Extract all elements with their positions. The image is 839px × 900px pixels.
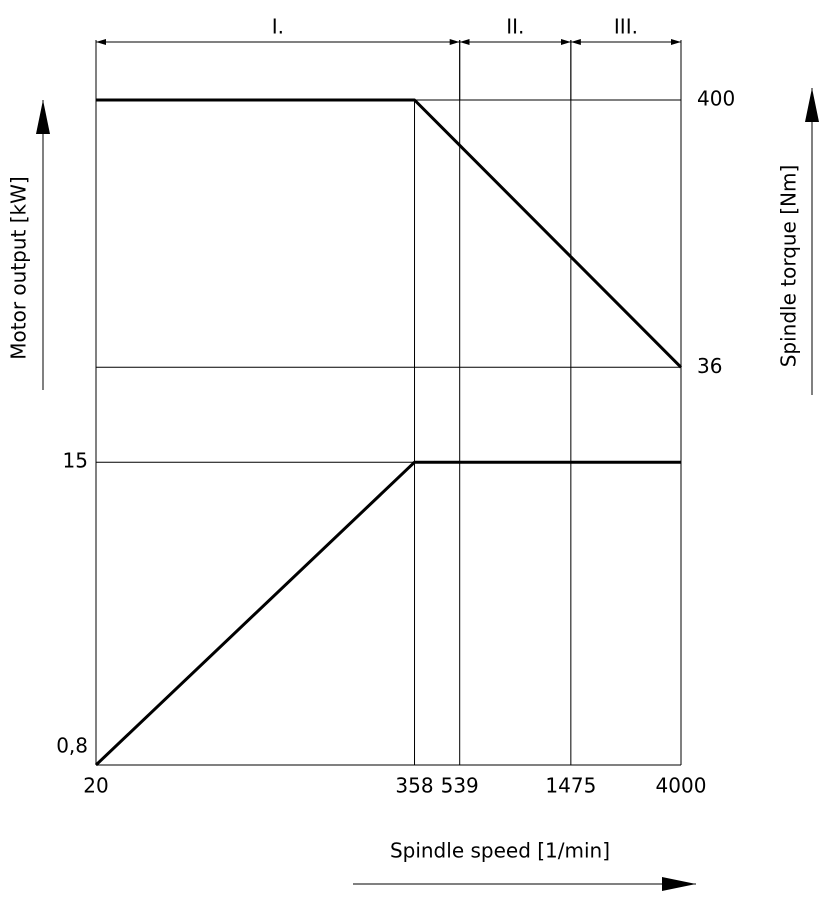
x-tick-label: 20 (83, 774, 108, 798)
range-label: II. (506, 15, 524, 39)
range-label: III. (614, 15, 638, 39)
x-tick-label: 1475 (545, 774, 596, 798)
range-label: I. (272, 15, 284, 39)
y-axis-title: Motor output [kW] (7, 176, 31, 359)
x-tick-label: 358 (395, 774, 433, 798)
y2-tick-label: 36 (697, 354, 722, 378)
y-tick-label: 15 (63, 449, 88, 473)
y2-tick-label: 400 (697, 87, 735, 111)
x-tick-label: 539 (441, 774, 479, 798)
series-line (96, 98, 683, 369)
y2-axis-title: Spindle torque [Nm] (777, 165, 801, 368)
x-axis-title: Spindle speed [1/min] (390, 839, 610, 863)
y-tick-label: 0,8 (56, 734, 88, 758)
series-line (94, 460, 681, 767)
x-tick-label: 4000 (656, 774, 707, 798)
